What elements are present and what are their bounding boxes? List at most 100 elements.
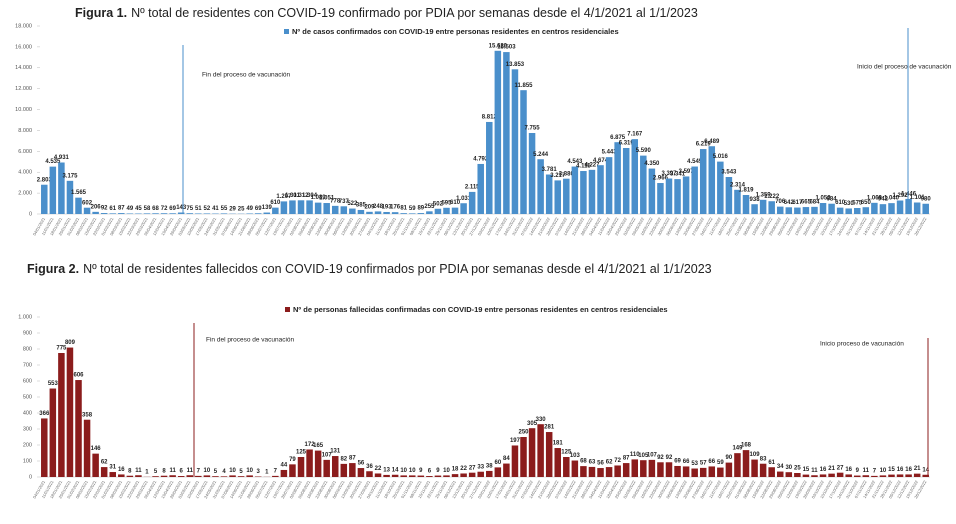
- bar: [699, 467, 707, 477]
- value-label: 69: [674, 459, 681, 465]
- bar: [391, 212, 399, 214]
- y-tick-label: 0: [29, 211, 32, 217]
- bar: [66, 347, 74, 477]
- y-tick-label: 800: [23, 346, 32, 352]
- value-label: 52: [204, 206, 211, 212]
- bar: [588, 466, 596, 477]
- value-label: 7: [197, 468, 201, 474]
- value-label: 4.543: [567, 159, 583, 165]
- value-label: 1: [145, 469, 149, 475]
- value-label: 942: [878, 197, 889, 203]
- y-tick-label: 1.000: [18, 314, 32, 320]
- value-label: 146: [91, 446, 102, 452]
- value-label: 1.207: [276, 194, 292, 200]
- bar: [220, 213, 228, 214]
- value-label: 21: [914, 466, 921, 472]
- bar: [503, 52, 510, 215]
- value-label: 610: [450, 200, 461, 206]
- y-tick-label: 14.000: [15, 65, 32, 71]
- bar: [383, 474, 390, 477]
- value-label: 15.503: [497, 45, 516, 51]
- bar: [177, 476, 185, 477]
- value-label: 1.292: [893, 193, 909, 199]
- chart-title: Figura 2. Nº total de residentes fallecid…: [27, 262, 712, 276]
- bar: [871, 202, 878, 214]
- bar: [640, 460, 647, 477]
- bar: [152, 213, 159, 214]
- value-label: 366: [39, 411, 50, 417]
- value-label: 385: [356, 203, 367, 209]
- bar: [314, 202, 322, 214]
- y-tick-label: 100: [23, 458, 32, 464]
- value-label: 59: [409, 206, 416, 212]
- bar: [734, 189, 741, 214]
- bar: [58, 162, 65, 214]
- value-label: 13: [383, 467, 390, 473]
- bar: [126, 475, 134, 477]
- value-label: 3.217: [550, 173, 566, 179]
- y-tick-label: 900: [23, 330, 32, 336]
- bar: [340, 206, 348, 214]
- value-label: 92: [666, 455, 673, 461]
- value-label: 2.966: [653, 176, 669, 182]
- bar: [554, 180, 561, 214]
- bar: [220, 476, 228, 477]
- value-label: 197: [510, 438, 521, 444]
- bar: [100, 213, 108, 214]
- bar: [366, 211, 373, 214]
- value-label: 5.443: [602, 150, 618, 156]
- value-label: 83: [760, 456, 767, 462]
- bar: [665, 178, 673, 214]
- value-label: 1.089: [311, 195, 327, 201]
- bar: [254, 213, 262, 214]
- value-label: 2.803: [37, 177, 53, 183]
- bar: [289, 200, 296, 214]
- value-label: 530: [844, 201, 855, 207]
- bar: [443, 475, 450, 477]
- figure-label: Figura 2.: [27, 262, 79, 276]
- value-label: 62: [606, 460, 613, 466]
- bar: [160, 213, 168, 214]
- bar: [614, 142, 621, 214]
- bar: [417, 213, 425, 214]
- bar: [794, 473, 801, 477]
- bar: [486, 470, 493, 477]
- value-label: 3.597: [679, 169, 695, 175]
- value-label: 139: [262, 205, 273, 211]
- bar: [717, 161, 724, 214]
- value-label: 778: [330, 198, 341, 204]
- value-label: 1.301: [285, 193, 301, 199]
- value-label: 5.016: [713, 154, 729, 160]
- value-label: 89: [417, 206, 424, 212]
- value-label: 650: [861, 200, 872, 206]
- value-label: 10: [400, 468, 407, 474]
- bar: [306, 449, 313, 477]
- bar: [580, 466, 587, 477]
- bar: [742, 450, 750, 477]
- value-label: 6.875: [610, 135, 626, 141]
- value-label: 4.115: [576, 164, 591, 170]
- bar: [374, 211, 382, 214]
- value-label: 60: [494, 460, 501, 466]
- bar: [794, 207, 801, 214]
- bar: [691, 468, 698, 477]
- value-label: 62: [101, 460, 108, 466]
- bar: [751, 204, 758, 214]
- bar: [871, 475, 878, 477]
- bar: [66, 180, 74, 214]
- value-label: 575: [852, 201, 863, 207]
- value-label: 502: [433, 201, 444, 207]
- value-label: 105: [638, 453, 649, 459]
- bar: [888, 474, 895, 477]
- value-label: 68: [580, 459, 587, 465]
- value-label: 176: [390, 205, 401, 211]
- bar: [263, 212, 271, 214]
- title-text: Nº total de residentes con COVID-19 conf…: [131, 6, 698, 20]
- bar: [896, 474, 904, 477]
- y-tick-label: 2.000: [18, 191, 32, 197]
- value-label: 44: [281, 463, 288, 469]
- value-label: 606: [74, 373, 85, 379]
- value-label: 1.222: [764, 194, 780, 200]
- y-tick-label: 0: [29, 474, 32, 480]
- bar: [674, 179, 681, 214]
